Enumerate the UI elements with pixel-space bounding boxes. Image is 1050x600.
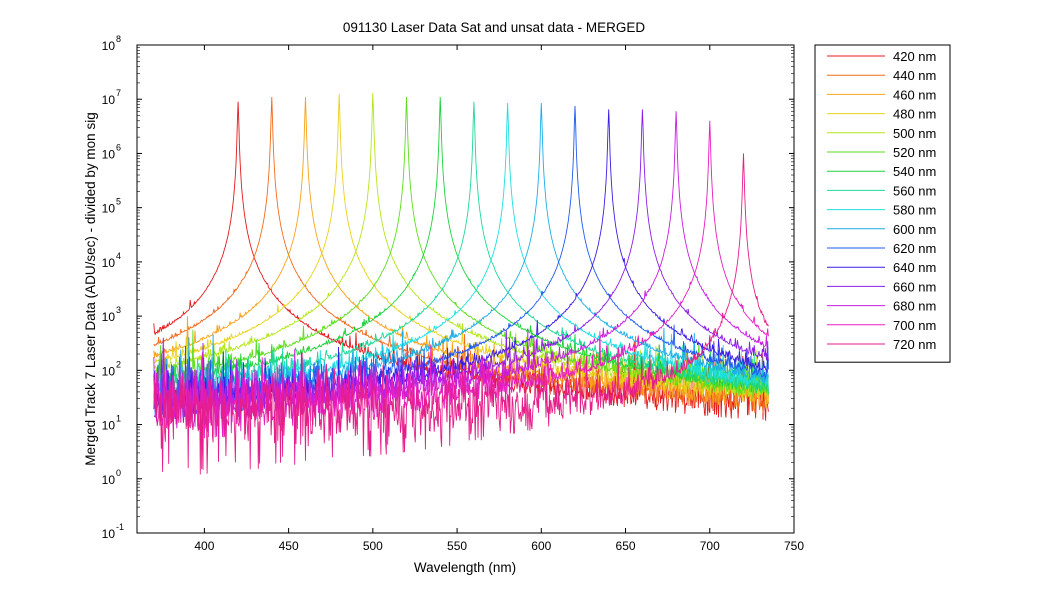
y-tick-label-base: 10 [102,93,116,107]
legend-label: 580 nm [893,203,936,218]
x-tick-label: 400 [194,539,214,553]
y-tick-label-base: 10 [102,39,116,53]
series-line-720-nm [153,153,769,475]
legend-label: 440 nm [893,68,936,83]
legend-label: 720 nm [893,337,936,352]
y-tick-label-base: 10 [102,256,116,270]
legend-box [814,44,951,363]
y-tick-label-base: 10 [102,419,116,433]
legend-label: 480 nm [893,107,936,122]
y-tick-label-exponent: 2 [116,359,121,369]
legend: 420 nm 440 nm 460 nm 480 nm 500 nm 520 nm 540 … [814,44,951,363]
legend-label: 540 nm [893,164,936,179]
y-tick-label-exponent: 8 [116,34,121,44]
y-tick-label-exponent: -1 [116,522,124,532]
y-tick-label-exponent: 7 [116,88,121,98]
y-tick-label-exponent: 3 [116,305,121,315]
chart-title: 091130 Laser Data Sat and unsat data - M… [343,20,645,35]
y-tick-label-exponent: 5 [116,197,121,207]
y-tick-label-base: 10 [102,147,116,161]
legend-label: 600 nm [893,222,936,237]
y-tick-label-base: 10 [102,473,116,487]
x-tick-label: 500 [363,539,383,553]
y-tick-label-base: 10 [102,310,116,324]
legend-label: 620 nm [893,241,936,256]
x-tick-label: 700 [700,539,720,553]
y-tick-label-exponent: 0 [116,468,121,478]
legend-label: 460 nm [893,87,936,102]
x-axis-label: Wavelength (nm) [414,560,516,575]
x-tick-label: 750 [784,539,804,553]
legend-label: 520 nm [893,145,936,160]
y-tick-label-exponent: 1 [116,414,121,424]
plot-area-frame [136,44,795,534]
x-tick-label: 650 [616,539,636,553]
series-line-700-nm [153,120,769,439]
y-tick-label-base: 10 [102,364,116,378]
y-tick-label-exponent: 6 [116,142,121,152]
legend-label: 500 nm [893,126,936,141]
series-layer [153,92,769,475]
legend-label: 640 nm [893,260,936,275]
y-tick-label-base: 10 [102,202,116,216]
y-tick-label-base: 10 [102,527,116,541]
x-tick-label: 550 [447,539,467,553]
legend-label: 660 nm [893,279,936,294]
y-tick-label-exponent: 4 [116,251,121,261]
legend-label: 560 nm [893,183,936,198]
series-line-640-nm [153,109,769,422]
x-tick-label: 600 [531,539,551,553]
y-axis-label: Merged Track 7 Laser Data (ADU/sec) - di… [83,112,98,465]
x-axis: 400 450 500 550 600 650 700 750 [194,45,804,553]
legend-label: 700 nm [893,318,936,333]
series-line-580-nm [153,102,769,404]
x-tick-label: 450 [279,539,299,553]
legend-label: 680 nm [893,299,936,314]
legend-label: 420 nm [893,49,936,64]
